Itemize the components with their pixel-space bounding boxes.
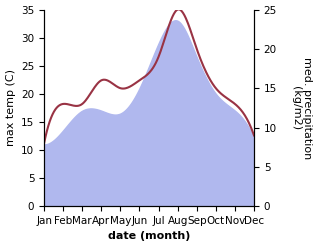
Y-axis label: med. precipitation
(kg/m2): med. precipitation (kg/m2) [291, 57, 313, 159]
Y-axis label: max temp (C): max temp (C) [5, 69, 16, 146]
X-axis label: date (month): date (month) [108, 231, 190, 242]
